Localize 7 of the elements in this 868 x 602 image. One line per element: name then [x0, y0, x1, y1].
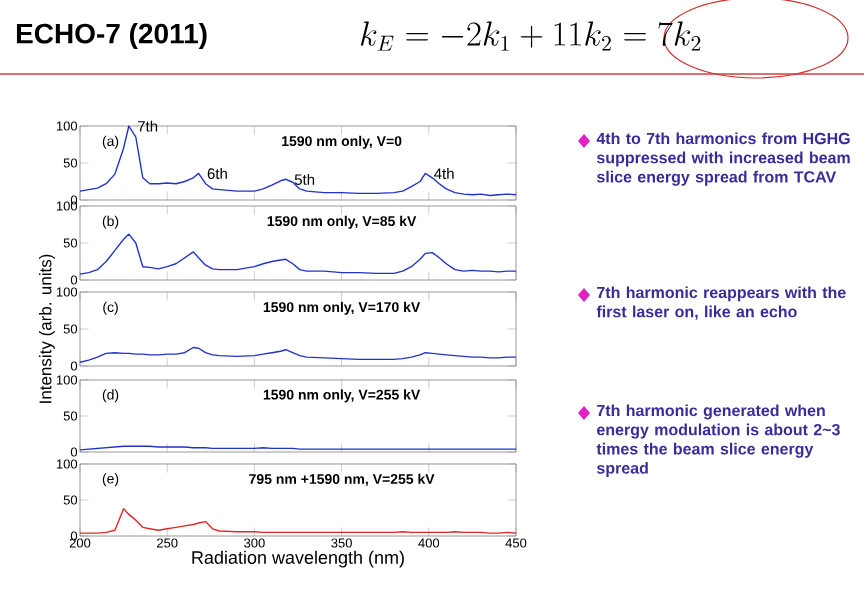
text: 4th to 7th harmonics from HGHG suppressed with increased beam slice energy spread from TCAV: [596, 132, 850, 186]
y-axis-title: Intensity (arb. units): [38, 254, 55, 403]
text: ECHO-7 (2011): [16, 22, 207, 50]
text: 7th harmonic reappears with the first laser on, like an echo: [596, 286, 846, 320]
x-axis-title: Radiation wavelength (nm): [192, 550, 404, 568]
text: $k_E = -2k_1 + 11k_2 = 7k_2$: [360, 21, 701, 51]
text: 7th harmonic generated when energy modulation is about 2~3 times the beam slice energy spread: [596, 404, 840, 477]
